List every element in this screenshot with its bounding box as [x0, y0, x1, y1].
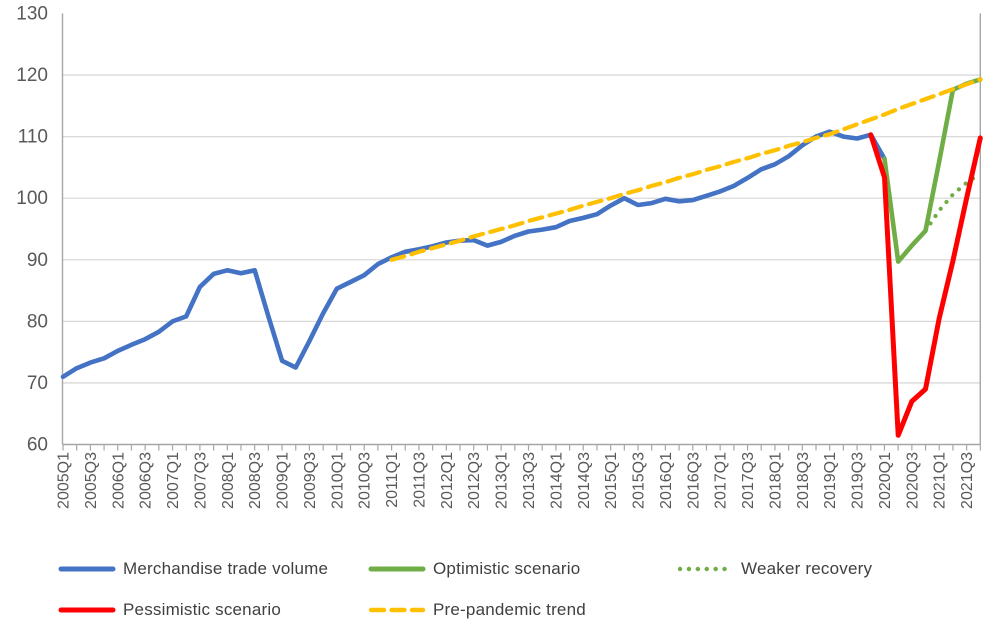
x-axis-label: 2017Q1: [713, 452, 730, 509]
plot-area: 60 70 80 90 100 110 120 130 2005Q1 2005Q3 2006Q1 20…: [16, 4, 983, 509]
x-axis-label: 2005Q3: [83, 452, 100, 509]
legend-swatch-dotted-green: [677, 566, 734, 572]
legend-swatch-solid-blue: [58, 566, 116, 572]
x-axis-label: 2009Q3: [302, 452, 319, 509]
x-axis-label: 2015Q3: [631, 452, 648, 509]
x-axis-label: 2005Q1: [56, 452, 73, 509]
y-axis-label: 90: [27, 250, 48, 271]
legend-item-optimistic-scenario: Optimistic scenario: [368, 558, 580, 580]
x-axis-label: 2013Q1: [494, 452, 511, 509]
x-axis-label: 2012Q1: [439, 452, 456, 509]
legend-label: Merchandise trade volume: [123, 559, 329, 578]
legend-item-weaker-recovery: Weaker recovery: [676, 558, 872, 580]
x-axis-label: 2012Q3: [466, 452, 483, 509]
x-axis-label: 2006Q1: [110, 452, 127, 509]
y-axis-label: 100: [16, 188, 48, 209]
x-axis-label: 2008Q1: [220, 452, 237, 509]
x-axis-label: 2018Q1: [767, 452, 784, 509]
x-axis-label: 2017Q3: [740, 452, 757, 509]
x-axis-label: 2021Q3: [959, 452, 976, 509]
legend-label: Optimistic scenario: [433, 559, 581, 578]
x-axis-label: 2013Q3: [521, 452, 538, 509]
x-axis-label: 2010Q1: [329, 452, 346, 509]
y-axis-label: 60: [27, 435, 48, 456]
x-axis-label: 2007Q1: [165, 452, 182, 509]
x-axis-label: 2009Q1: [275, 452, 292, 509]
legend-swatch-dashed-yellow: [368, 607, 426, 613]
x-axis-label: 2018Q3: [795, 452, 812, 509]
x-axis-label: 2011Q3: [411, 452, 428, 508]
legend-swatch-solid-green: [368, 566, 426, 572]
x-axis-label: 2019Q1: [822, 452, 839, 509]
x-axis-label: 2021Q1: [932, 452, 949, 509]
y-axis-label: 110: [18, 127, 48, 148]
legend-item-pessimistic-scenario: Pessimistic scenario: [58, 599, 281, 621]
legend-swatch-solid-red: [58, 607, 116, 613]
x-axis-label: 2020Q1: [877, 452, 894, 509]
series-line-1: [882, 77, 983, 264]
x-axis-label: 2016Q1: [658, 452, 675, 509]
series-line-0: [60, 129, 887, 380]
legend-label: Weaker recovery: [741, 559, 873, 578]
x-axis-label: 2020Q3: [904, 452, 921, 509]
y-axis-label: 120: [16, 65, 48, 86]
x-axis-label: 2006Q3: [138, 452, 155, 509]
series-line-4: [389, 77, 983, 262]
x-axis-label: 2008Q3: [247, 452, 264, 509]
x-axis-label: 2016Q3: [685, 452, 702, 509]
x-axis-label: 2010Q3: [357, 452, 374, 509]
x-axis-label: 2007Q3: [192, 452, 209, 509]
x-axis-label: 2011Q1: [384, 452, 401, 508]
x-axis-label: 2019Q3: [850, 452, 867, 509]
x-axis-label: 2015Q1: [603, 452, 620, 509]
legend-item-merchandise-trade-volume: Merchandise trade volume: [58, 558, 328, 580]
legend-item-pre-pandemic-trend: Pre-pandemic trend: [368, 599, 586, 621]
x-axis-label: 2014Q3: [576, 452, 593, 509]
series-line-2: [923, 171, 983, 233]
y-axis-label: 70: [27, 373, 48, 394]
y-axis-label: 80: [27, 311, 48, 332]
y-axis-label: 130: [16, 4, 48, 25]
x-axis-label: 2014Q1: [548, 452, 565, 509]
series-line-3: [868, 132, 983, 438]
legend-label: Pre-pandemic trend: [433, 600, 586, 619]
legend-label: Pessimistic scenario: [123, 600, 281, 619]
